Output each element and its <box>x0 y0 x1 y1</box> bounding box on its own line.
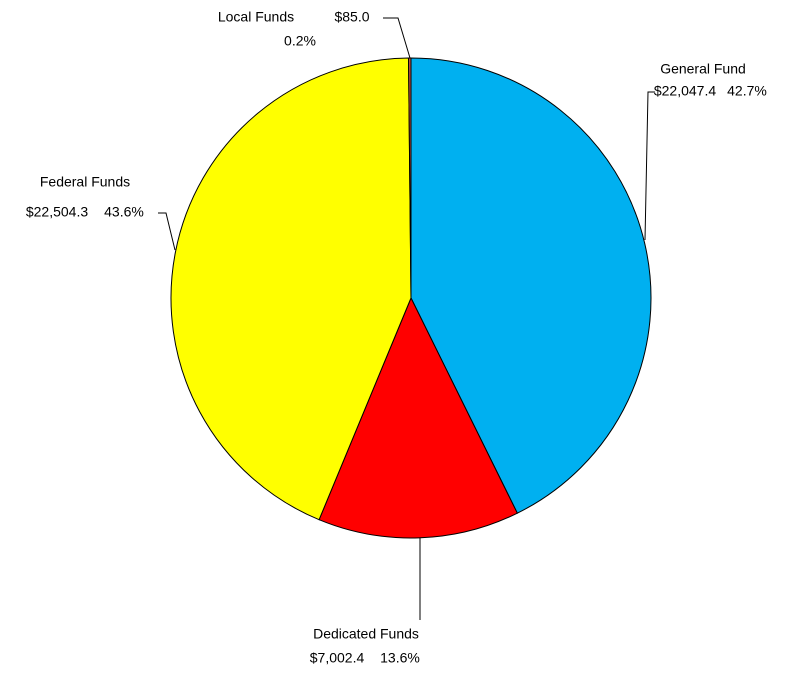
percent-label: 42.7% <box>727 83 767 99</box>
value-label: $22,504.3 <box>26 204 88 220</box>
pie-slice <box>318 296 518 539</box>
value-label: $7,002.4 <box>310 650 365 666</box>
slice-label: Federal Funds <box>40 174 130 190</box>
pie-slice <box>410 57 652 514</box>
percent-label: 13.6% <box>380 650 420 666</box>
value-label: $85.0 <box>334 9 369 25</box>
percent-label: 43.6% <box>104 204 144 220</box>
value-label: $22,047.4 <box>654 83 716 99</box>
leader-line <box>383 17 411 59</box>
percent-label: 0.2% <box>284 33 316 49</box>
leader-line <box>644 91 655 241</box>
leader-line <box>158 212 176 251</box>
slice-label: Local Funds <box>218 9 294 25</box>
slice-label: Dedicated Funds <box>313 626 419 642</box>
slice-label: General Fund <box>660 61 746 77</box>
pie-slice <box>170 57 412 521</box>
